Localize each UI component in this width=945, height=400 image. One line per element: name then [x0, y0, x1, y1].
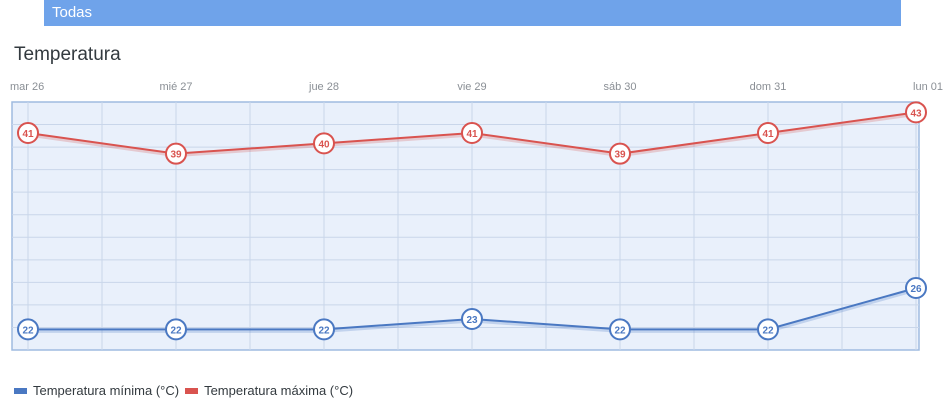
legend-item-min[interactable]: Temperatura mínima (°C): [14, 383, 179, 398]
x-tick-label: mié 27: [159, 81, 192, 93]
data-label: 23: [466, 315, 478, 326]
data-label: 40: [318, 139, 330, 150]
legend-swatch-min: [14, 387, 27, 394]
data-point[interactable]: 22: [17, 318, 39, 341]
section-title: Temperatura: [14, 44, 121, 65]
legend-label-min: Temperatura mínima (°C): [33, 383, 180, 398]
data-point[interactable]: 22: [165, 318, 187, 341]
data-point[interactable]: 41: [757, 122, 779, 144]
data-label: 39: [614, 150, 626, 161]
data-point-marker: [905, 277, 927, 299]
data-point-marker: [165, 318, 187, 341]
data-point-marker: [461, 122, 483, 144]
data-point-marker: [609, 142, 631, 165]
data-label: 39: [170, 150, 182, 161]
data-point[interactable]: 39: [165, 142, 187, 165]
data-point[interactable]: 26: [905, 277, 927, 299]
data-point-marker: [757, 122, 779, 144]
data-label: 43: [910, 108, 922, 119]
data-label: 22: [762, 325, 774, 336]
series-min: 22 22 22 23 22 22 26: [17, 277, 927, 341]
data-point[interactable]: 22: [757, 318, 779, 341]
data-point-marker: [313, 132, 335, 155]
legend-item-max[interactable]: Temperatura máxima (°C): [185, 383, 353, 398]
data-label: 41: [22, 129, 34, 140]
legend-swatch-max: [185, 387, 199, 394]
data-point[interactable]: 41: [17, 122, 39, 144]
data-point[interactable]: 22: [609, 318, 631, 341]
x-tick-label: mar 26: [10, 81, 44, 93]
legend-label-max: Temperatura máxima (°C): [204, 383, 354, 398]
data-label: 41: [466, 129, 478, 140]
data-point-marker: [313, 318, 335, 341]
data-point[interactable]: 23: [461, 308, 483, 330]
data-point-marker: [461, 308, 483, 330]
x-tick-label: lun 01: [913, 81, 943, 93]
filter-label: Todas: [52, 4, 93, 21]
data-point[interactable]: 39: [609, 142, 631, 165]
data-label: 22: [318, 325, 330, 336]
data-point-marker: [17, 122, 39, 144]
data-label: 26: [910, 284, 922, 295]
data-point[interactable]: 41: [461, 122, 483, 144]
series-max: 41 39 40 41 39 41 43: [17, 101, 927, 165]
data-point[interactable]: 43: [905, 101, 927, 124]
data-label: 41: [762, 129, 774, 140]
x-tick-label: jue 28: [308, 81, 339, 93]
data-point-marker: [17, 318, 39, 341]
data-label: 22: [170, 325, 182, 336]
data-label: 22: [614, 325, 626, 336]
x-tick-label: vie 29: [457, 81, 486, 93]
filter-bar[interactable]: Todas: [44, 0, 901, 26]
x-tick-label: dom 31: [750, 81, 787, 93]
data-point-marker: [757, 318, 779, 341]
data-point[interactable]: 40: [313, 132, 335, 155]
x-tick-label: sáb 30: [603, 81, 636, 93]
data-point-marker: [609, 318, 631, 341]
legend: Temperatura mínima (°C) Temperatura máxi…: [14, 383, 359, 398]
data-label: 22: [22, 325, 34, 336]
data-point-marker: [165, 142, 187, 165]
data-point[interactable]: 22: [313, 318, 335, 341]
temperature-chart: mar 26 mié 27 jue 28 vie 29 sáb 30 dom 31 lun …: [10, 81, 943, 351]
data-point-marker: [905, 101, 927, 124]
